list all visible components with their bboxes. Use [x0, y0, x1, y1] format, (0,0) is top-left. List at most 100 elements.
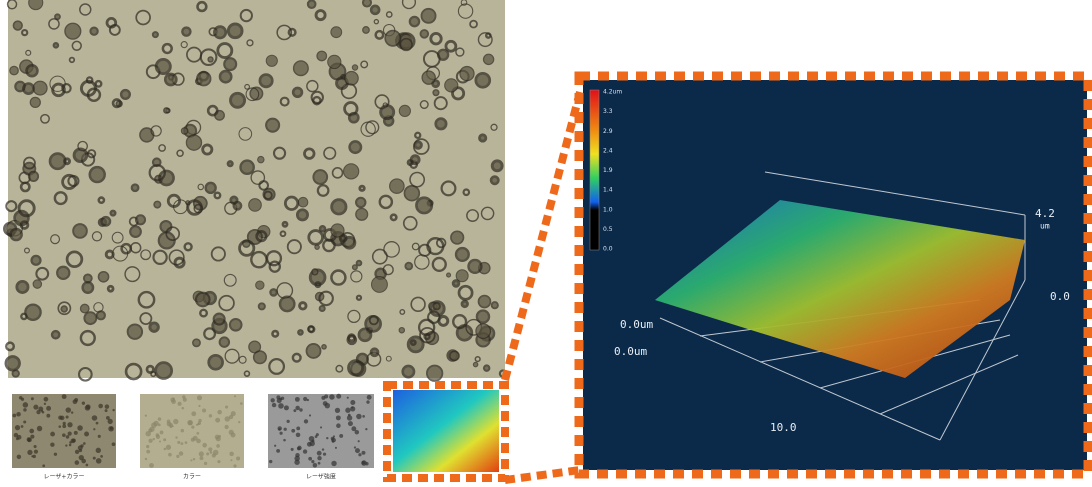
particle [308, 457, 312, 461]
particle [296, 433, 301, 438]
particle [156, 435, 160, 439]
particle [175, 436, 177, 438]
particle [366, 400, 369, 403]
z-unit-label: um [1040, 222, 1050, 231]
particle [75, 450, 79, 454]
x-end-label: 10.0 [770, 421, 797, 434]
particle [84, 274, 92, 282]
particle [63, 422, 66, 425]
particle [225, 425, 229, 429]
particle [74, 398, 78, 402]
particle [492, 302, 498, 308]
particle [476, 324, 491, 339]
particle [420, 30, 428, 38]
particle [336, 394, 341, 399]
particle [349, 113, 358, 122]
particle [451, 231, 464, 244]
particle [215, 418, 220, 423]
particle [182, 28, 190, 36]
particle [284, 405, 289, 410]
particle [132, 184, 139, 191]
particle [17, 435, 22, 440]
particle [199, 451, 204, 456]
particle [68, 432, 72, 436]
particle [362, 415, 365, 418]
particle [469, 260, 482, 273]
particle [317, 51, 326, 60]
particle [153, 438, 155, 440]
particle [274, 445, 276, 447]
particle [399, 105, 410, 116]
particle [287, 420, 290, 423]
particle [365, 462, 368, 465]
particle [332, 200, 346, 214]
particle [381, 106, 394, 119]
particle [50, 432, 55, 437]
particle [10, 66, 18, 74]
particle [79, 455, 84, 460]
thumbnails: レーザ+カラー カラー レーザ強度 [12, 385, 505, 481]
y-origin-label: 0.0um [620, 318, 653, 331]
particle [284, 428, 287, 431]
particle [54, 453, 57, 456]
particle [188, 421, 192, 425]
particle [83, 442, 86, 445]
particle [238, 421, 240, 423]
particle [92, 415, 98, 421]
particle [358, 453, 361, 456]
particle [433, 303, 439, 309]
particle [350, 406, 355, 411]
colorbar-label: 4.2um [603, 89, 622, 96]
particle [477, 310, 489, 322]
colorbar-label: 0.0 [603, 246, 613, 253]
particle [298, 197, 308, 207]
particle [303, 397, 307, 401]
particle [312, 269, 318, 275]
particle [158, 417, 161, 420]
particle [181, 442, 184, 445]
particle [193, 436, 198, 441]
particle [57, 267, 69, 279]
particle [390, 179, 404, 193]
particle [456, 248, 469, 261]
particle [71, 438, 76, 443]
particle [399, 328, 404, 333]
particle [367, 395, 372, 400]
particle [182, 407, 185, 410]
particle [436, 119, 446, 129]
particle [71, 411, 73, 413]
colorbar-label: 0.5 [603, 226, 613, 233]
particle [224, 58, 236, 70]
particle [372, 277, 388, 293]
particle [462, 301, 467, 306]
particle [315, 245, 319, 249]
particle [67, 422, 72, 427]
particle [65, 23, 81, 39]
particle [130, 226, 141, 237]
particle [17, 281, 28, 292]
particle [202, 408, 206, 412]
particle [11, 229, 22, 240]
particle [66, 407, 71, 412]
particle [408, 160, 412, 164]
particle [422, 71, 435, 84]
particle [320, 226, 325, 231]
particle [197, 395, 202, 400]
particle [225, 416, 230, 421]
particle [149, 463, 154, 468]
particle [318, 462, 321, 465]
particle [304, 419, 308, 423]
particle [484, 54, 494, 64]
particle [110, 427, 113, 430]
particle [151, 422, 157, 428]
particle [75, 460, 80, 465]
particle [293, 409, 296, 412]
particle [44, 403, 46, 405]
particle [241, 161, 254, 174]
particle [317, 456, 321, 460]
particle [73, 224, 87, 238]
particle [479, 296, 491, 308]
particle [325, 403, 331, 409]
particle [326, 437, 328, 439]
particle [345, 408, 350, 413]
